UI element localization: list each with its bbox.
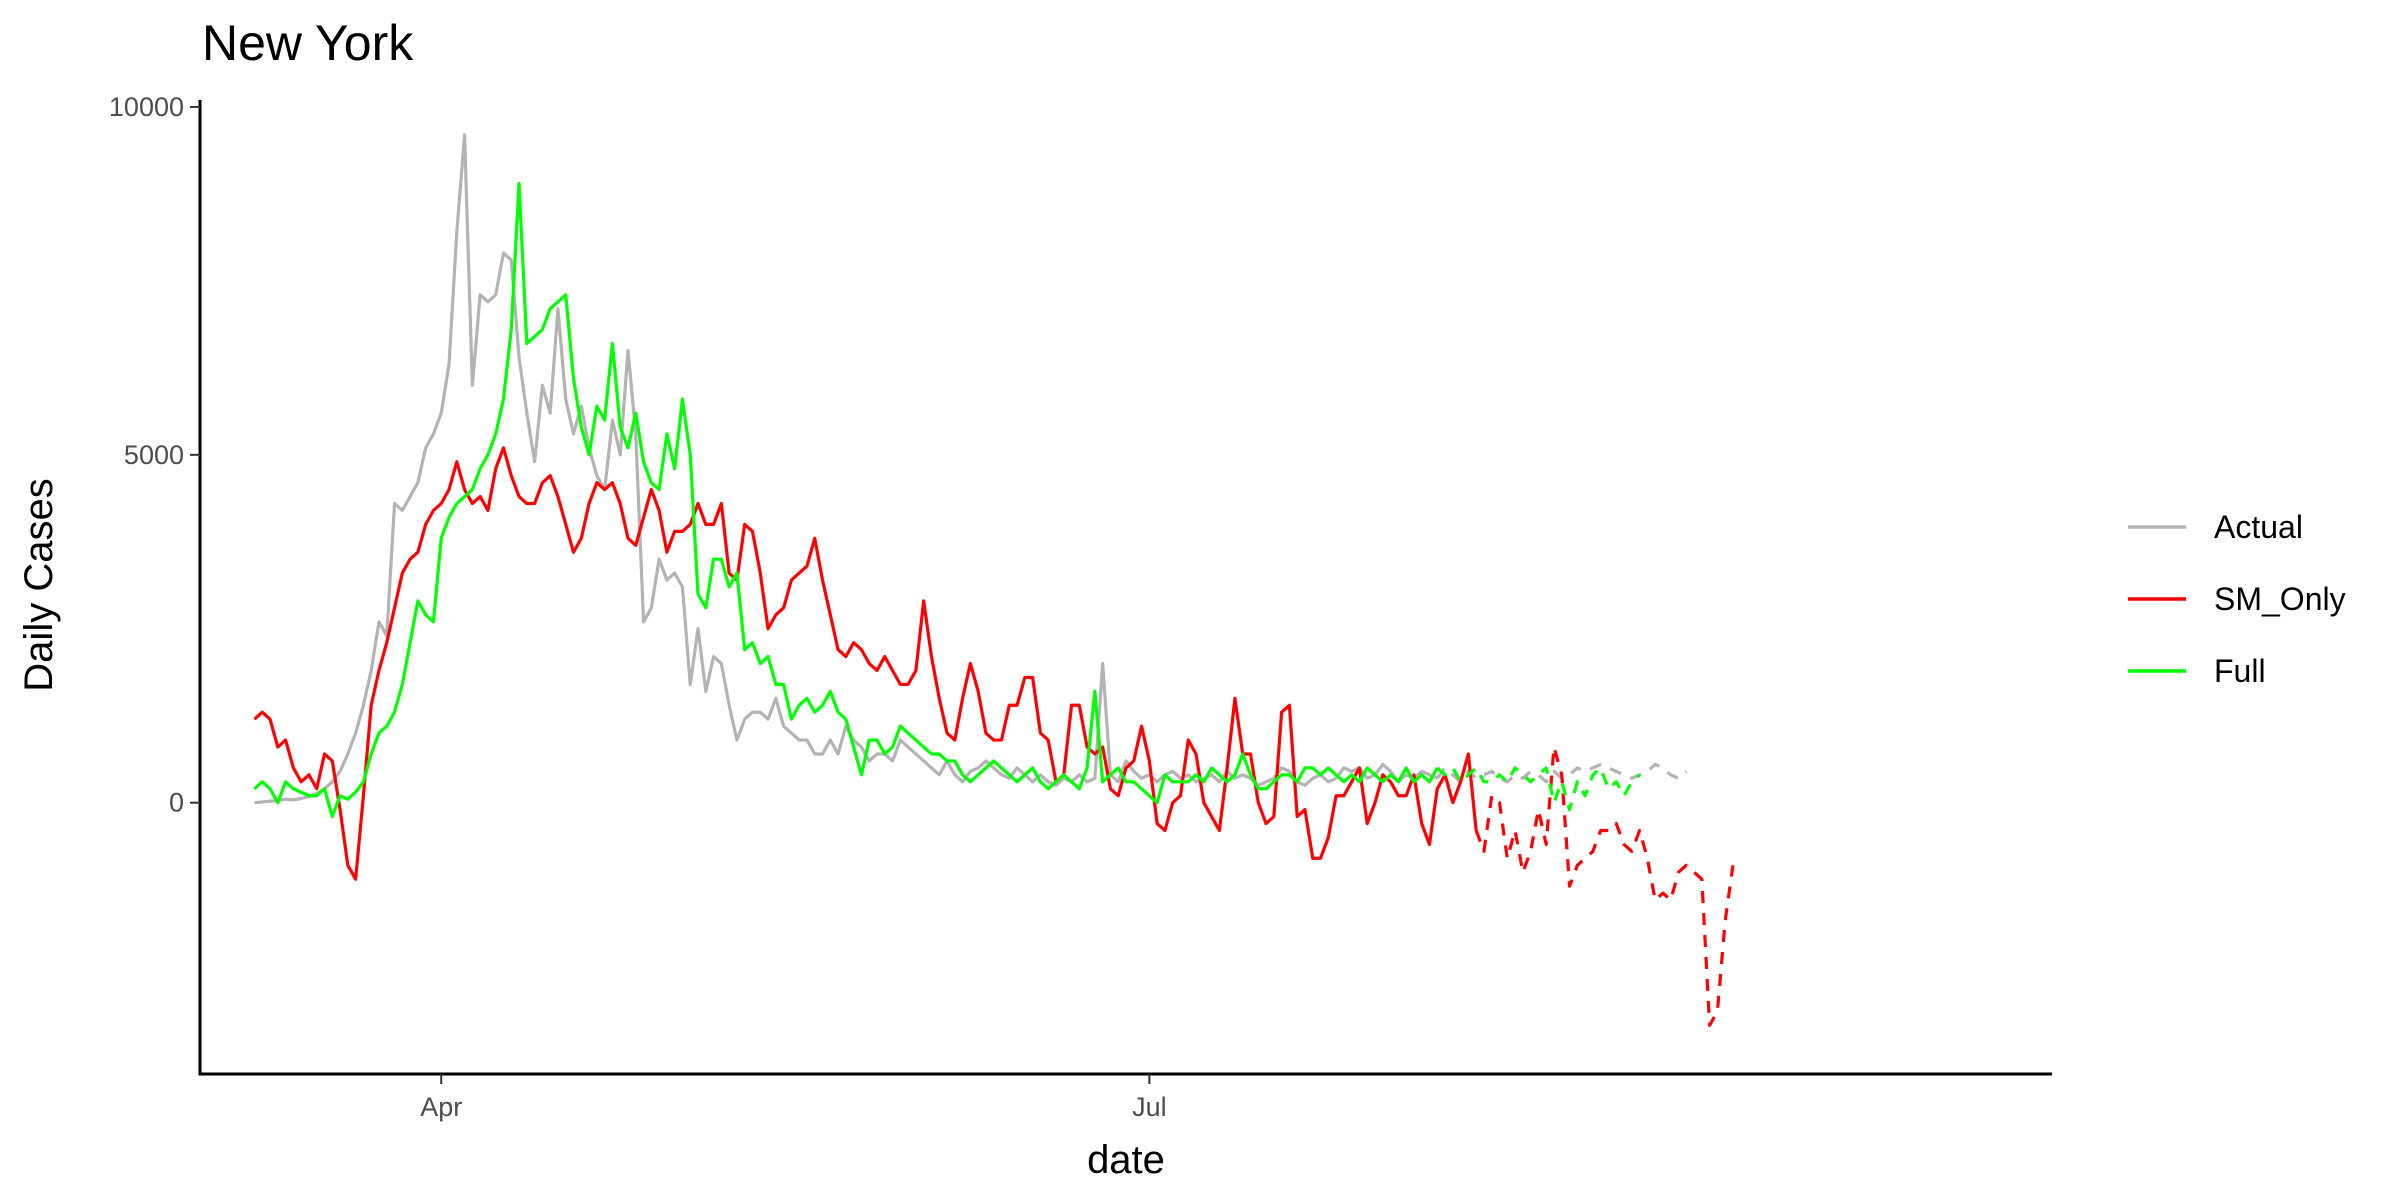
x-tick-label: Jul [1132,1092,1167,1122]
x-axis-title: date [1087,1138,1165,1182]
legend-label-sm-only: SM_Only [2214,581,2346,617]
series-line-projected-full [1436,766,1641,812]
x-ticks: Apr Jul [420,1074,1167,1122]
y-tick-label: 10000 [109,92,184,122]
chart-title: New York [202,15,414,71]
plot-lines [253,133,1735,1027]
series-line-full [253,181,1439,819]
y-tick-label: 0 [169,788,184,818]
x-tick-label: Apr [420,1092,462,1122]
legend-label-full: Full [2214,653,2266,689]
y-axis-title: Daily Cases [17,478,61,691]
y-ticks: 0 5000 10000 [109,92,200,818]
series-line-sm-only [253,446,1478,881]
y-tick-label: 5000 [124,440,184,470]
series-line-projected-sm-only [1474,745,1735,1027]
legend-label-actual: Actual [2214,509,2303,545]
legend: Actual SM_Only Full [2128,509,2346,689]
series-line-actual [254,133,1438,805]
